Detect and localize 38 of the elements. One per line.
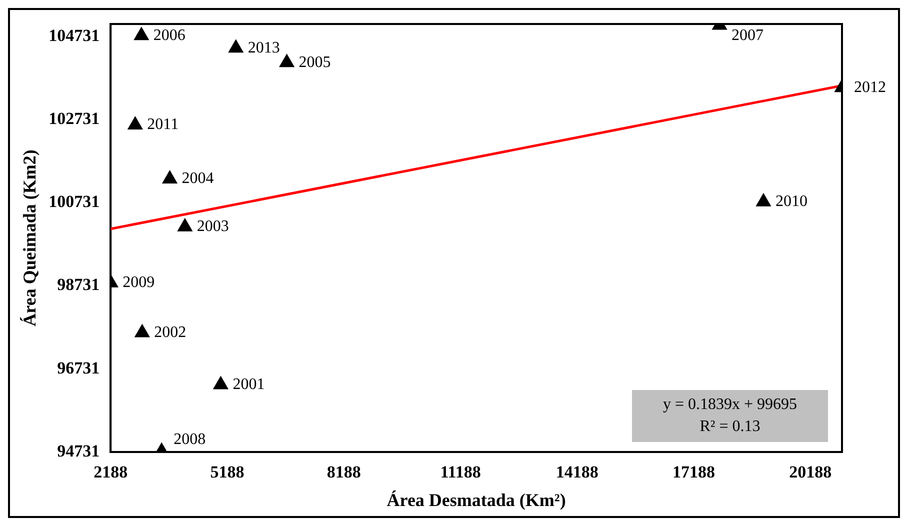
annotation: 2001 xyxy=(232,376,265,393)
x-tick-label: 17188 xyxy=(672,462,716,482)
x-axis-title: Área Desmatada (Km²) xyxy=(386,490,566,510)
y-tick-label: 100731 xyxy=(48,192,100,212)
annotation: 2005 xyxy=(298,54,331,71)
point xyxy=(178,218,192,232)
annotation: 2004 xyxy=(182,170,214,188)
y-tick-label: 94731 xyxy=(57,441,100,460)
annotation: 2007 xyxy=(732,27,764,44)
point xyxy=(162,170,178,184)
point xyxy=(279,54,294,68)
annotation: 2002 xyxy=(154,324,186,341)
annotation: 2012 xyxy=(854,78,886,96)
point xyxy=(213,376,228,390)
annotation: 2011 xyxy=(147,116,179,134)
point xyxy=(134,27,149,40)
x-tick-label: 11188 xyxy=(440,462,481,482)
annotation: 2010 xyxy=(775,193,808,210)
annotation: 2013 xyxy=(248,39,280,56)
annotation: 2008 xyxy=(174,431,206,448)
point xyxy=(128,116,143,130)
y-tick-label: 98731 xyxy=(57,275,100,294)
y-axis-title: Área Queimada (Km2) xyxy=(19,150,40,326)
equation-box: y = 0.1839x + 99695 R² = 0.13 xyxy=(632,390,828,442)
point xyxy=(134,324,150,338)
x-tick-label: 8188 xyxy=(326,462,361,482)
annotation: 2006 xyxy=(153,27,186,44)
annotation: 2009 xyxy=(122,274,155,292)
x-tick-label: 20188 xyxy=(789,462,832,482)
annotation: 2003 xyxy=(196,218,229,236)
y-tick-label: 104731 xyxy=(48,26,100,45)
x-tick-label: 2188 xyxy=(94,462,128,482)
x-tick-label: 5188 xyxy=(210,462,244,482)
y-tick-label: 102731 xyxy=(48,108,100,128)
y-tick-label: 96731 xyxy=(57,358,100,378)
x-tick-label: 14188 xyxy=(556,462,598,482)
point xyxy=(756,193,771,206)
point xyxy=(228,40,244,53)
